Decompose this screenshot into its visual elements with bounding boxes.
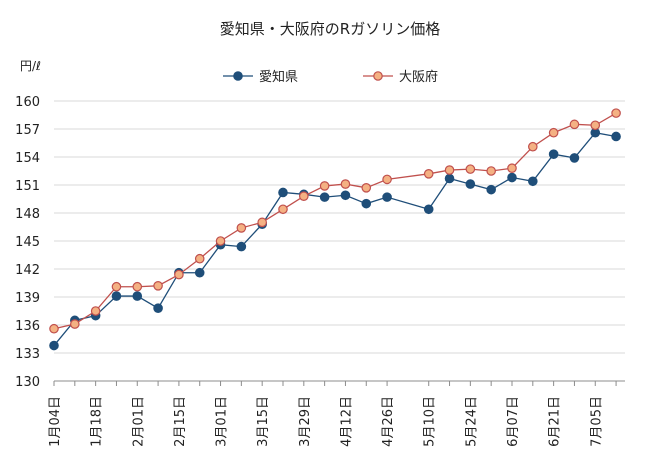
y-tick-label: 151 [15, 179, 40, 194]
data-point [278, 204, 288, 215]
data-point [153, 303, 163, 313]
x-tick-label: 7月05日 [589, 396, 604, 447]
data-point [382, 192, 392, 202]
data-point [423, 169, 434, 179]
data-point [528, 176, 538, 187]
data-point [319, 181, 330, 191]
chart-title: 愛知県・大阪府のRガソリン価格 [220, 20, 440, 38]
data-point [486, 184, 496, 195]
x-tick-label: 3月15日 [256, 396, 271, 447]
data-point [49, 340, 59, 351]
x-tick-label: 3月01日 [215, 396, 230, 447]
data-point [569, 119, 580, 130]
data-point [507, 163, 517, 173]
series-line [53, 132, 617, 346]
y-tick-label: 160 [15, 95, 40, 110]
data-point [111, 291, 122, 301]
x-tick-label: 6月21日 [548, 396, 563, 447]
data-point [132, 291, 143, 301]
y-tick-label: 130 [15, 375, 40, 390]
x-tick-label: 4月12日 [339, 396, 354, 447]
data-point [257, 217, 267, 228]
data-point [215, 236, 226, 246]
legend: 愛知県 大阪府 [223, 69, 438, 85]
data-point [70, 319, 80, 329]
series-layer [49, 108, 621, 351]
data-point [340, 179, 351, 189]
data-point [194, 267, 205, 278]
y-tick-label: 139 [15, 291, 40, 306]
data-point [361, 183, 372, 193]
x-tick-label: 3月29日 [298, 396, 313, 447]
x-tick-label: 5月24日 [464, 396, 479, 447]
series-1 [49, 127, 621, 351]
data-point [590, 120, 601, 131]
data-point [49, 323, 59, 334]
data-point [444, 165, 455, 175]
series-2 [49, 108, 621, 334]
y-tick-label: 157 [15, 123, 40, 138]
data-point [465, 164, 476, 174]
y-tick-label: 148 [15, 207, 40, 222]
legend-label: 大阪府 [399, 70, 438, 85]
axes: 130 133 136 139 142 145 148 151 154 157 160 1月04日 1月… [15, 95, 625, 447]
y-tick-label: 145 [15, 235, 40, 250]
data-point [486, 166, 496, 176]
data-point [236, 241, 247, 252]
data-point [465, 179, 476, 189]
data-point [236, 223, 247, 233]
data-point [90, 306, 101, 316]
x-tick-label: 6月07日 [506, 396, 521, 447]
legend-marker [373, 71, 383, 81]
data-point [278, 187, 288, 198]
legend-item: 大阪府 [363, 70, 438, 85]
data-point [340, 190, 351, 201]
y-tick-label: 142 [15, 263, 40, 278]
data-point [423, 204, 434, 215]
y-tick-label: 133 [15, 347, 40, 362]
data-point [611, 131, 621, 142]
data-point [382, 174, 392, 185]
x-tick-label: 2月15日 [173, 396, 188, 447]
x-tick-label: 1月04日 [48, 396, 63, 447]
data-point [528, 141, 538, 152]
data-point [444, 173, 455, 184]
x-tick-label: 4月26日 [381, 396, 396, 447]
data-point [111, 281, 122, 292]
x-tick-label: 1月18日 [90, 396, 105, 447]
data-point [132, 281, 143, 292]
y-axis-unit-label: 円/ℓ [20, 59, 41, 73]
legend-item: 愛知県 [223, 69, 298, 85]
y-tick-label: 136 [15, 319, 40, 334]
data-point [299, 191, 309, 201]
data-point [319, 192, 330, 202]
data-point [153, 280, 163, 291]
y-tick-label: 154 [15, 151, 40, 166]
data-point [569, 153, 580, 163]
data-point [361, 198, 372, 209]
x-tick-label: 5月10日 [423, 396, 438, 447]
data-point [611, 108, 621, 118]
data-point [174, 269, 184, 280]
x-tick-label: 2月01日 [131, 396, 146, 447]
data-point [507, 172, 517, 183]
data-point [548, 127, 559, 138]
legend-label: 愛知県 [259, 69, 298, 85]
legend-marker [233, 71, 243, 81]
data-point [548, 149, 559, 159]
data-point [194, 253, 205, 264]
gridlines [54, 100, 625, 354]
